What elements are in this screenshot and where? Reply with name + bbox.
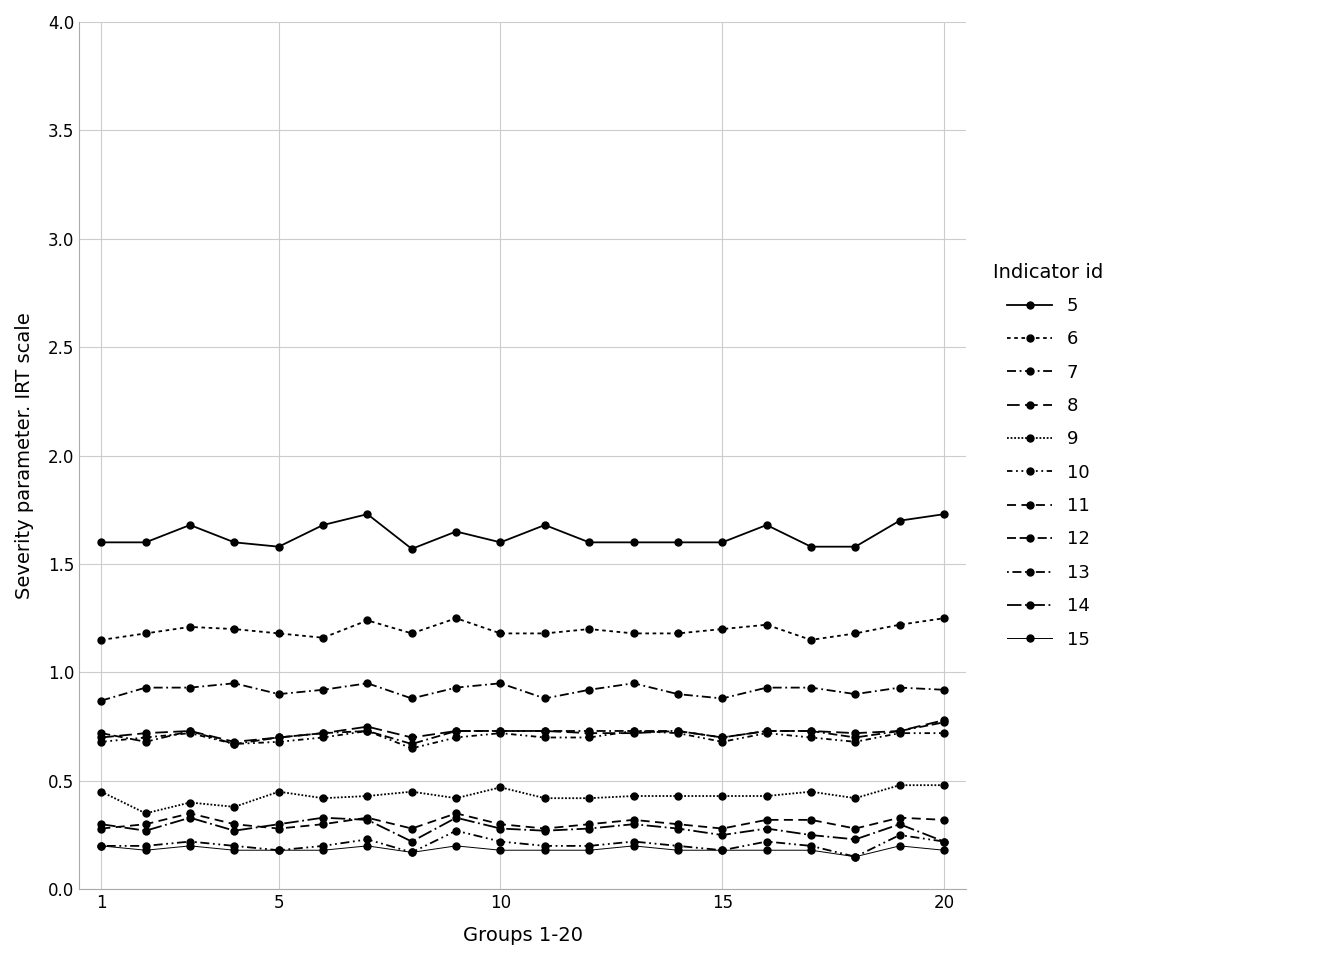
Legend: 5, 6, 7, 8, 9, 10, 11, 12, 13, 14, 15: 5, 6, 7, 8, 9, 10, 11, 12, 13, 14, 15 [984,253,1113,658]
X-axis label: Groups 1-20: Groups 1-20 [462,926,583,945]
Y-axis label: Severity parameter. IRT scale: Severity parameter. IRT scale [15,312,34,599]
